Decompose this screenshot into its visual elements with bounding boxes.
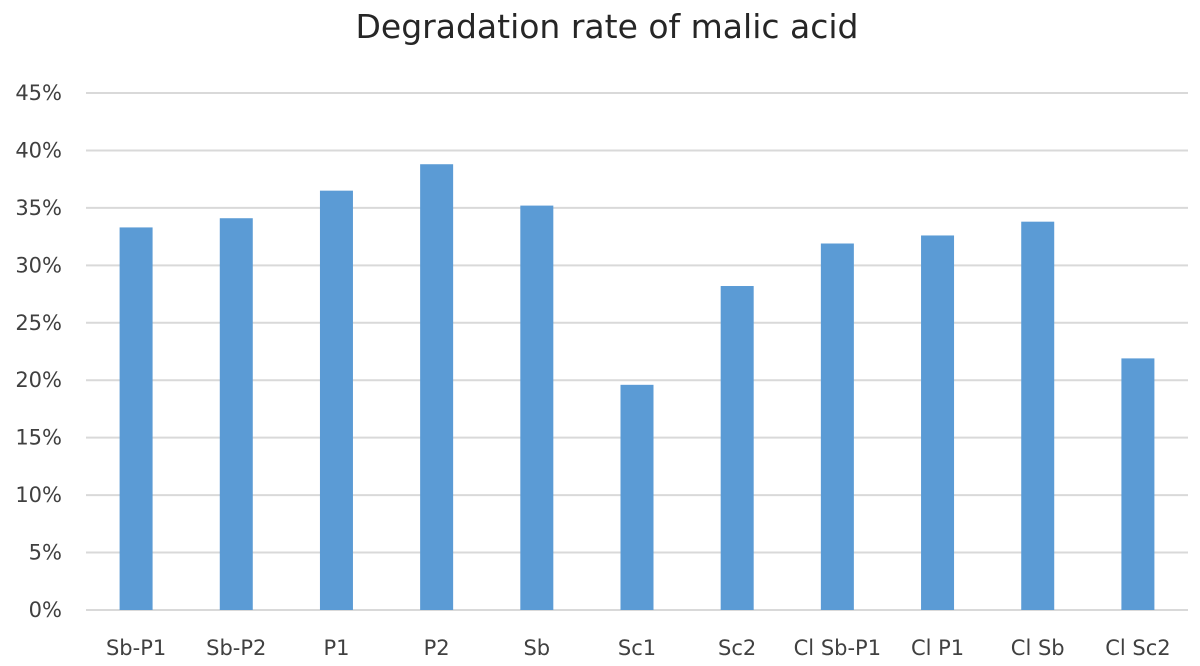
x-tick-label: Cl Sb xyxy=(1011,636,1065,660)
gridlines xyxy=(86,92,1188,611)
bar xyxy=(119,227,153,611)
x-tick-label: Sc1 xyxy=(618,636,656,660)
x-tick-label: P1 xyxy=(323,636,349,660)
bar xyxy=(720,286,754,610)
y-tick-label: 15% xyxy=(15,426,62,450)
bar xyxy=(1121,358,1155,610)
bar xyxy=(520,205,554,610)
x-tick-label: Cl Sb-P1 xyxy=(794,636,881,660)
chart-title: Degradation rate of malic acid xyxy=(356,7,859,46)
y-tick-label: 20% xyxy=(15,368,62,392)
x-tick-label: Sc2 xyxy=(718,636,756,660)
bar-series xyxy=(119,164,1155,611)
y-tick-label: 45% xyxy=(15,81,62,105)
x-tick-label: Sb-P2 xyxy=(206,636,266,660)
bar xyxy=(219,218,253,610)
y-tick-label: 25% xyxy=(15,311,62,335)
x-tick-label: Sb xyxy=(523,636,550,660)
bar xyxy=(921,235,955,610)
x-axis-tick-labels: Sb-P1 Sb-P2 P1 P2 Sb Sc1 Sc2 Cl Sb-P1 Cl P1 Cl Sb… xyxy=(106,636,1171,660)
y-tick-label: 0% xyxy=(29,598,62,622)
bar xyxy=(319,190,353,610)
x-tick-label: Sb-P1 xyxy=(106,636,166,660)
x-tick-label: Cl Sc2 xyxy=(1105,636,1170,660)
y-tick-label: 35% xyxy=(15,196,62,220)
bar xyxy=(1021,221,1055,611)
bar xyxy=(420,164,454,610)
y-tick-label: 5% xyxy=(29,541,62,565)
y-axis-tick-labels: 0% 5% 10% 15% 20% 25% 30% 35% 40% 45% xyxy=(15,81,62,622)
y-tick-label: 10% xyxy=(15,483,62,507)
bar xyxy=(820,243,854,610)
x-tick-label: P2 xyxy=(424,636,450,660)
y-tick-label: 30% xyxy=(15,253,62,277)
bar xyxy=(620,384,654,610)
x-tick-label: Cl P1 xyxy=(911,636,964,660)
y-tick-label: 40% xyxy=(15,138,62,162)
